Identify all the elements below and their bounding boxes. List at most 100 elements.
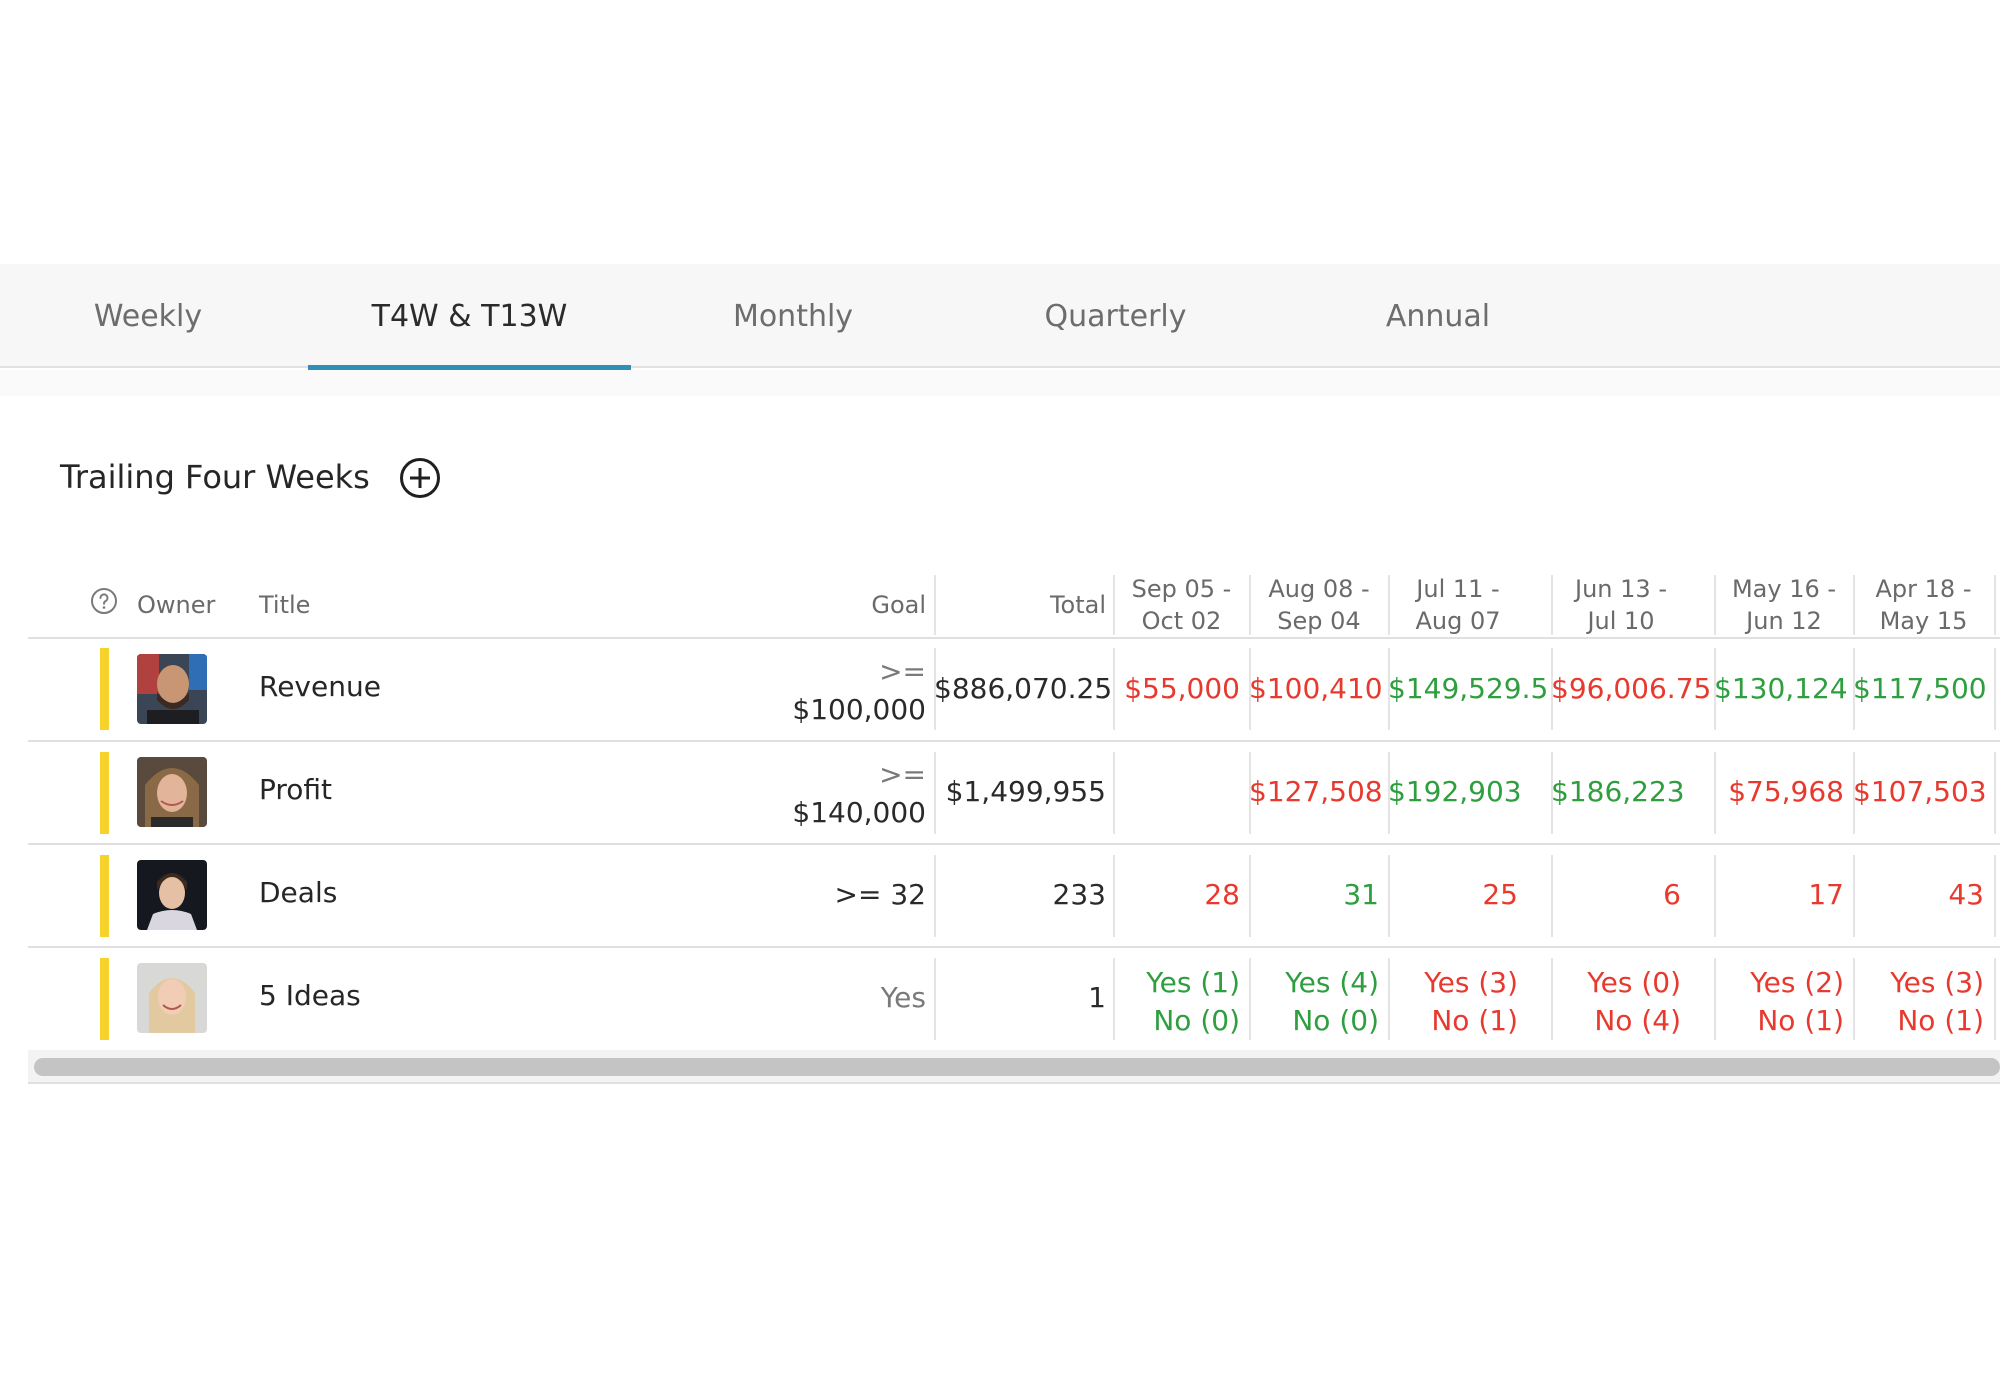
column-separator xyxy=(1994,575,1996,635)
period-value[interactable]: 28 xyxy=(1204,878,1240,911)
period-value[interactable]: $127,508 xyxy=(1249,775,1383,808)
period-value[interactable]: Yes (1) No (0) xyxy=(1146,966,1240,1037)
period-value[interactable]: 25 xyxy=(1482,878,1518,911)
column-separator xyxy=(1714,575,1716,635)
question-circle-icon[interactable] xyxy=(90,587,118,615)
goal-value: >= $140,000 xyxy=(792,758,926,829)
row-divider xyxy=(28,843,2000,845)
tab-divider-band xyxy=(0,370,2000,396)
column-separator xyxy=(1113,648,1115,730)
owner-color-bar xyxy=(100,855,109,937)
period-value[interactable]: Yes (0) No (4) xyxy=(1587,966,1681,1037)
horizontal-scrollbar-thumb[interactable] xyxy=(34,1058,2000,1076)
period-value[interactable]: $186,223 xyxy=(1551,775,1685,808)
tab-quarterly[interactable]: Quarterly xyxy=(1044,298,1187,334)
column-separator xyxy=(1853,752,1855,834)
period-value[interactable]: Yes (4) No (0) xyxy=(1285,966,1379,1037)
period-value[interactable]: $75,968 xyxy=(1728,775,1844,808)
column-separator xyxy=(1714,958,1716,1040)
column-separator xyxy=(1388,648,1390,730)
goal-value: >= 32 xyxy=(834,878,926,911)
column-period: Sep 05 - Oct 02 xyxy=(1131,575,1232,635)
goal-value: Yes xyxy=(880,981,926,1014)
table-bottom-border xyxy=(28,1082,2000,1084)
row-divider xyxy=(28,740,2000,742)
column-title: Title xyxy=(259,591,311,619)
column-separator xyxy=(934,958,936,1040)
avatar[interactable] xyxy=(137,860,207,930)
column-separator xyxy=(1388,575,1390,635)
period-value[interactable]: 31 xyxy=(1343,878,1379,911)
column-separator xyxy=(1113,752,1115,834)
column-separator xyxy=(1994,752,1996,834)
period-value[interactable]: $107,503 xyxy=(1853,775,1987,808)
column-period: Jul 11 - Aug 07 xyxy=(1415,575,1501,635)
column-separator xyxy=(1714,855,1716,937)
period-value[interactable]: 17 xyxy=(1808,878,1844,911)
column-separator xyxy=(1249,575,1251,635)
column-separator xyxy=(934,575,936,635)
column-separator xyxy=(934,752,936,834)
period-value[interactable]: $100,410 xyxy=(1249,672,1383,705)
row-title[interactable]: Revenue xyxy=(259,670,381,703)
column-separator xyxy=(1249,855,1251,937)
period-value[interactable]: $149,529.5 xyxy=(1388,672,1549,705)
owner-color-bar xyxy=(100,648,109,730)
column-separator xyxy=(1388,752,1390,834)
period-tabs: Weekly T4W & T13W Monthly Quarterly Annu… xyxy=(0,264,2000,370)
period-value[interactable]: $55,000 xyxy=(1124,672,1240,705)
row-title[interactable]: Deals xyxy=(259,876,338,909)
row-divider xyxy=(28,946,2000,948)
column-separator xyxy=(1994,855,1996,937)
column-goal: Goal xyxy=(871,591,926,619)
avatar[interactable] xyxy=(137,654,207,724)
column-owner: Owner xyxy=(137,591,216,619)
column-separator xyxy=(1249,958,1251,1040)
total-value: 233 xyxy=(1052,878,1106,911)
column-separator xyxy=(1551,575,1553,635)
period-value[interactable]: $117,500 xyxy=(1853,672,1987,705)
period-value[interactable]: $130,124 xyxy=(1714,672,1848,705)
row-title[interactable]: 5 Ideas xyxy=(259,979,361,1012)
header-divider xyxy=(28,637,2000,639)
column-period: May 16 - Jun 12 xyxy=(1731,575,1837,635)
column-separator xyxy=(1551,855,1553,937)
avatar[interactable] xyxy=(137,963,207,1033)
period-value[interactable]: Yes (3) No (1) xyxy=(1890,966,1984,1037)
column-separator xyxy=(1994,958,1996,1040)
period-value[interactable]: $192,903 xyxy=(1388,775,1522,808)
owner-color-bar xyxy=(100,752,109,834)
column-separator xyxy=(1714,648,1716,730)
column-separator xyxy=(1113,575,1115,635)
period-value[interactable]: Yes (2) No (1) xyxy=(1750,966,1844,1037)
column-separator xyxy=(1551,752,1553,834)
column-total: Total xyxy=(1049,591,1106,619)
total-value: $886,070.25 xyxy=(934,672,1113,705)
column-separator xyxy=(1994,648,1996,730)
column-separator xyxy=(1388,958,1390,1040)
owner-color-bar xyxy=(100,958,109,1040)
tab-annual[interactable]: Annual xyxy=(1385,298,1491,334)
column-period: Apr 18 - May 15 xyxy=(1875,575,1972,635)
column-separator xyxy=(1249,752,1251,834)
avatar[interactable] xyxy=(137,757,207,827)
period-value[interactable]: 43 xyxy=(1948,878,1984,911)
column-separator xyxy=(1551,648,1553,730)
column-period: Jun 13 - Jul 10 xyxy=(1575,575,1667,635)
column-separator xyxy=(1853,648,1855,730)
tab-weekly[interactable]: Weekly xyxy=(93,298,203,334)
column-separator xyxy=(934,648,936,730)
plus-circle-icon[interactable] xyxy=(398,456,442,500)
period-value[interactable]: Yes (3) No (1) xyxy=(1424,966,1518,1037)
column-separator xyxy=(1113,958,1115,1040)
tab-monthly[interactable]: Monthly xyxy=(732,298,854,334)
period-value[interactable]: $96,006.75 xyxy=(1551,672,1712,705)
total-value: $1,499,955 xyxy=(945,775,1106,808)
column-separator xyxy=(1113,855,1115,937)
column-separator xyxy=(1249,648,1251,730)
tab-t4w-t13w[interactable]: T4W & T13W xyxy=(308,264,631,370)
total-value: 1 xyxy=(1088,981,1106,1014)
row-title[interactable]: Profit xyxy=(259,773,333,806)
period-value[interactable]: 6 xyxy=(1663,878,1681,911)
